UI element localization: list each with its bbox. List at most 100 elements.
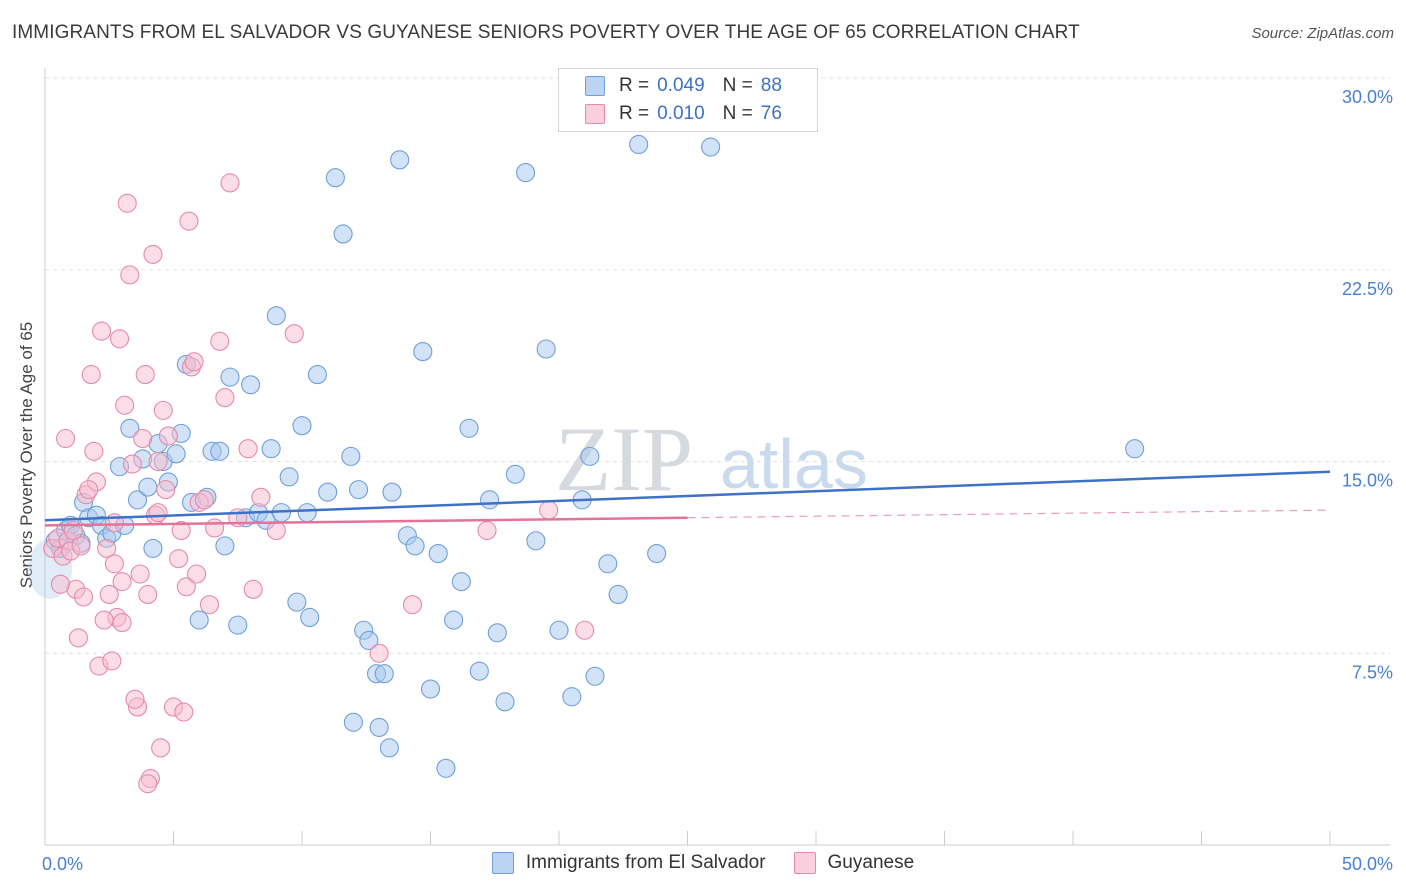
point-el-salvador	[459, 418, 479, 438]
point-guyanese	[184, 352, 204, 372]
series-legend: Immigrants from El Salvador Guyanese	[0, 852, 1406, 874]
point-el-salvador	[166, 444, 186, 464]
legend-n-label: N =	[722, 75, 753, 96]
gridlines	[45, 77, 1390, 654]
point-el-salvador	[436, 758, 456, 778]
series-legend-guyanese: Guyanese	[793, 852, 914, 874]
point-guyanese	[284, 324, 304, 344]
point-guyanese	[120, 265, 140, 285]
series-swatch-pink	[793, 852, 816, 874]
point-el-salvador	[261, 439, 281, 459]
point-el-salvador	[287, 592, 307, 612]
point-guyanese	[251, 487, 271, 507]
point-el-salvador	[215, 536, 235, 556]
point-el-salvador	[127, 490, 148, 510]
point-guyanese	[115, 395, 135, 415]
point-el-salvador	[495, 692, 515, 712]
point-el-salvador	[120, 418, 140, 438]
point-el-salvador	[598, 554, 618, 574]
y-tick-label: 30.0%	[1342, 87, 1393, 107]
legend-r-label: R =	[619, 103, 650, 124]
point-el-salvador	[549, 620, 569, 640]
point-guyanese	[148, 451, 168, 472]
point-guyanese	[153, 400, 173, 420]
point-guyanese	[402, 595, 423, 615]
point-el-salvador	[297, 503, 317, 523]
point-guyanese	[125, 689, 145, 709]
point-guyanese	[176, 577, 196, 597]
point-el-salvador	[325, 168, 345, 188]
point-guyanese	[104, 554, 124, 574]
point-guyanese	[215, 388, 235, 408]
trend-line-guyanese-extension	[687, 509, 1331, 519]
point-el-salvador	[536, 339, 556, 359]
point-guyanese	[84, 441, 104, 461]
point-el-salvador	[647, 543, 667, 564]
point-el-salvador	[307, 365, 327, 385]
point-el-salvador	[585, 666, 605, 686]
legend-row-guyanese: R = 0.010 N = 76	[585, 101, 782, 127]
correlation-legend: R = 0.049 N = 88 R = 0.010 N = 76	[558, 68, 818, 132]
point-el-salvador	[266, 306, 286, 326]
point-el-salvador	[451, 572, 471, 592]
point-guyanese	[158, 426, 178, 446]
point-el-salvador	[629, 134, 649, 155]
point-el-salvador	[516, 163, 536, 183]
point-el-salvador	[505, 464, 525, 484]
legend-swatch-pink	[585, 104, 605, 124]
point-guyanese	[99, 584, 119, 604]
point-el-salvador	[444, 610, 464, 630]
point-el-salvador	[480, 490, 500, 510]
point-guyanese	[138, 584, 158, 604]
point-guyanese	[112, 613, 132, 633]
point-guyanese	[171, 520, 191, 541]
point-guyanese	[199, 595, 220, 615]
point-guyanese	[102, 651, 122, 671]
point-el-salvador	[428, 543, 448, 564]
point-el-salvador	[369, 717, 389, 737]
point-guyanese	[169, 549, 189, 569]
legend-r-value: 0.010	[657, 103, 705, 124]
y-tick-label: 22.5%	[1342, 279, 1393, 299]
x-tick-label: 50.0%	[1342, 854, 1393, 874]
point-el-salvador	[1125, 439, 1145, 459]
point-guyanese	[477, 520, 497, 541]
point-el-salvador	[469, 661, 489, 681]
point-guyanese	[210, 331, 230, 351]
point-el-salvador	[413, 342, 433, 362]
point-guyanese	[148, 503, 168, 523]
point-el-salvador	[405, 536, 425, 556]
point-el-salvador	[333, 224, 353, 244]
point-el-salvador	[292, 416, 312, 436]
point-guyanese	[56, 428, 76, 449]
point-guyanese	[130, 564, 150, 584]
point-guyanese	[71, 536, 91, 556]
legend-n-value: 88	[760, 75, 782, 96]
point-el-salvador	[562, 687, 582, 707]
point-guyanese	[151, 738, 171, 758]
point-guyanese	[194, 490, 214, 510]
legend-r-value: 0.049	[657, 75, 705, 96]
point-el-salvador	[348, 480, 369, 500]
point-el-salvador	[143, 538, 163, 558]
point-el-salvador	[318, 482, 338, 502]
point-guyanese	[220, 173, 240, 193]
point-el-salvador	[580, 446, 600, 466]
point-guyanese	[79, 480, 99, 500]
series-legend-el-salvador: Immigrants from El Salvador	[491, 852, 766, 874]
point-el-salvador	[241, 375, 261, 395]
point-guyanese	[179, 211, 199, 231]
point-el-salvador	[189, 610, 209, 630]
series-label: Immigrants from El Salvador	[525, 852, 766, 873]
point-guyanese	[575, 620, 595, 640]
point-el-salvador	[374, 664, 394, 684]
point-guyanese	[138, 774, 158, 794]
point-guyanese	[135, 365, 155, 385]
point-el-salvador	[701, 137, 721, 157]
point-el-salvador	[343, 712, 363, 732]
point-el-salvador	[228, 615, 248, 635]
point-el-salvador	[359, 630, 379, 651]
legend-n-label: N =	[722, 103, 753, 124]
point-el-salvador	[300, 607, 320, 628]
point-guyanese	[109, 329, 130, 349]
